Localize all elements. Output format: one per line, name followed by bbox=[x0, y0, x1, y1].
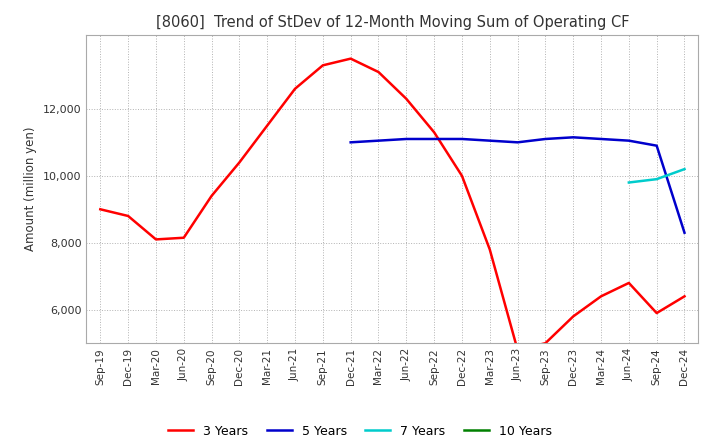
3 Years bbox=[346, 56, 355, 61]
3 Years bbox=[458, 173, 467, 179]
Title: [8060]  Trend of StDev of 12-Month Moving Sum of Operating CF: [8060] Trend of StDev of 12-Month Moving… bbox=[156, 15, 629, 30]
5 Years bbox=[402, 136, 410, 142]
5 Years bbox=[458, 136, 467, 142]
Line: 7 Years: 7 Years bbox=[629, 169, 685, 183]
3 Years bbox=[124, 213, 132, 219]
5 Years bbox=[569, 135, 577, 140]
3 Years bbox=[152, 237, 161, 242]
3 Years bbox=[96, 207, 104, 212]
5 Years bbox=[485, 138, 494, 143]
5 Years bbox=[541, 136, 550, 142]
3 Years bbox=[235, 160, 243, 165]
5 Years bbox=[430, 136, 438, 142]
3 Years bbox=[513, 347, 522, 352]
3 Years bbox=[430, 130, 438, 135]
5 Years bbox=[346, 139, 355, 145]
3 Years bbox=[402, 96, 410, 102]
3 Years bbox=[485, 247, 494, 252]
3 Years bbox=[597, 293, 606, 299]
7 Years bbox=[624, 180, 633, 185]
7 Years bbox=[680, 166, 689, 172]
5 Years bbox=[680, 230, 689, 235]
3 Years bbox=[263, 123, 271, 128]
Line: 3 Years: 3 Years bbox=[100, 59, 685, 350]
3 Years bbox=[179, 235, 188, 240]
5 Years bbox=[624, 138, 633, 143]
3 Years bbox=[652, 311, 661, 316]
5 Years bbox=[513, 139, 522, 145]
Line: 5 Years: 5 Years bbox=[351, 137, 685, 233]
3 Years bbox=[680, 293, 689, 299]
3 Years bbox=[318, 62, 327, 68]
3 Years bbox=[207, 193, 216, 198]
3 Years bbox=[374, 70, 383, 75]
5 Years bbox=[374, 138, 383, 143]
3 Years bbox=[624, 280, 633, 286]
5 Years bbox=[597, 136, 606, 142]
3 Years bbox=[541, 341, 550, 346]
Legend: 3 Years, 5 Years, 7 Years, 10 Years: 3 Years, 5 Years, 7 Years, 10 Years bbox=[163, 420, 557, 440]
3 Years bbox=[291, 86, 300, 92]
3 Years bbox=[569, 314, 577, 319]
Y-axis label: Amount (million yen): Amount (million yen) bbox=[24, 127, 37, 251]
7 Years bbox=[652, 176, 661, 182]
5 Years bbox=[652, 143, 661, 148]
